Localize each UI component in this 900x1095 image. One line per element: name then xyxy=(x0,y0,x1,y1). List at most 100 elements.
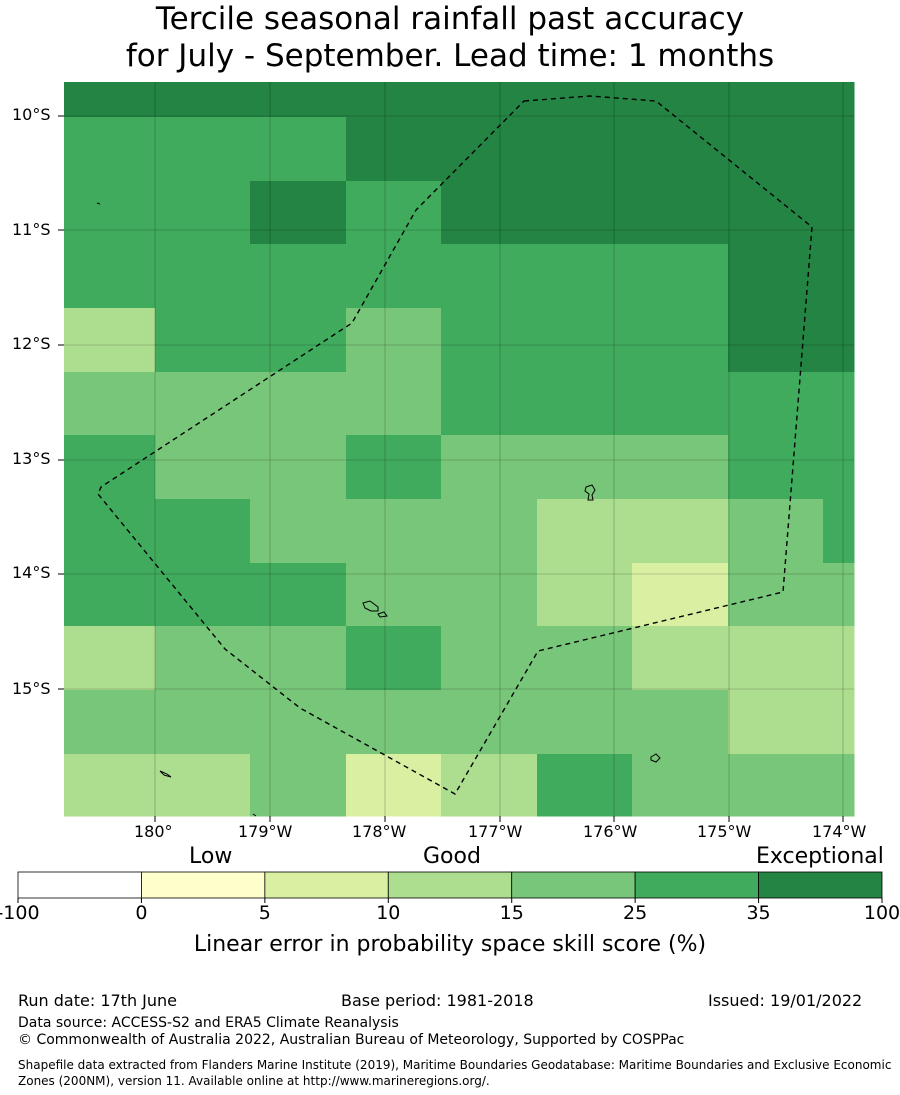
skill-cell xyxy=(537,690,633,755)
skill-cell xyxy=(155,754,251,817)
skill-cell xyxy=(441,372,538,436)
island-outline xyxy=(584,484,596,501)
skill-cell xyxy=(632,563,729,627)
colorbar-tick-label: 100 xyxy=(863,902,900,924)
island-outline xyxy=(252,813,257,817)
skill-cell xyxy=(250,563,347,627)
base-period: Base period: 1981-2018 xyxy=(341,991,534,1010)
skill-cell xyxy=(441,181,538,245)
map-gridlines xyxy=(64,82,854,816)
skill-cell xyxy=(64,372,156,436)
skill-cell xyxy=(823,244,855,309)
map-title-line1: Tercile seasonal rainfall past accuracy xyxy=(155,1,745,37)
skill-cell xyxy=(64,499,156,564)
skill-cell xyxy=(537,435,633,500)
skill-cell xyxy=(728,372,824,436)
skill-cell xyxy=(64,181,156,245)
skill-cell xyxy=(250,435,347,500)
skill-cell xyxy=(632,372,729,436)
colorbar-segment xyxy=(387,871,513,899)
colorbar-segment xyxy=(758,871,883,899)
skill-cell xyxy=(155,499,251,564)
skill-cell xyxy=(823,117,855,182)
skill-cell xyxy=(441,499,538,564)
skill-cell xyxy=(632,244,729,309)
colorbar-label-low: Low xyxy=(189,844,233,869)
skill-cell xyxy=(64,626,156,691)
skill-cell xyxy=(346,181,442,245)
skill-cell xyxy=(250,82,347,118)
skill-cell xyxy=(250,117,347,182)
skill-cell xyxy=(346,372,442,436)
skill-cell xyxy=(823,308,855,373)
skill-cell xyxy=(441,754,538,817)
lon-label: 175°W xyxy=(697,822,752,841)
lat-label: 15°S xyxy=(12,679,51,698)
skill-grid-cells xyxy=(64,82,855,817)
skill-cell xyxy=(823,563,855,627)
colorbar-tick-label: 10 xyxy=(376,902,401,924)
skill-cell xyxy=(346,626,442,691)
latitude-ticks xyxy=(58,115,64,690)
colorbar-tick-label: 25 xyxy=(623,902,648,924)
skill-cell xyxy=(346,563,442,627)
skill-cell xyxy=(441,435,538,500)
copyright: © Commonwealth of Australia 2022, Austra… xyxy=(18,1032,685,1048)
map-title-line2: for July - September. Lead time: 1 month… xyxy=(125,38,775,74)
colorbar-label-exceptional: Exceptional xyxy=(756,844,884,869)
skill-cell xyxy=(155,117,251,182)
skill-cell xyxy=(441,244,538,309)
skill-cell xyxy=(346,754,442,817)
skill-map xyxy=(58,82,855,822)
skill-cell xyxy=(632,754,729,817)
skill-cell xyxy=(823,181,855,245)
skill-cell xyxy=(250,308,347,373)
skill-cell xyxy=(632,435,729,500)
run-date: Run date: 17th June xyxy=(18,991,178,1010)
skill-cell xyxy=(155,308,251,373)
skill-cell xyxy=(155,563,251,627)
skill-cell xyxy=(250,626,347,691)
skill-cell xyxy=(537,372,633,436)
colorbar xyxy=(17,871,883,903)
skill-cell xyxy=(537,626,633,691)
lon-label: 177°W xyxy=(468,822,523,841)
skill-cell xyxy=(346,82,442,118)
skill-cell xyxy=(632,117,729,182)
skill-cell xyxy=(728,626,824,691)
skill-cell xyxy=(537,499,633,564)
lon-label: 178°W xyxy=(352,822,407,841)
skill-cell xyxy=(441,82,538,118)
issued-date: Issued: 19/01/2022 xyxy=(708,991,863,1010)
skill-cell xyxy=(441,690,538,755)
skill-cell xyxy=(155,372,251,436)
skill-cell xyxy=(728,690,824,755)
skill-cell xyxy=(537,181,633,245)
skill-cell xyxy=(728,308,824,373)
lon-label: 180° xyxy=(134,822,173,841)
skill-cell xyxy=(346,244,442,309)
skill-cell xyxy=(728,435,824,500)
skill-cell xyxy=(632,82,729,118)
skill-cell xyxy=(64,117,156,182)
island-outline xyxy=(159,770,172,778)
colorbar-segment xyxy=(17,871,142,899)
skill-cell xyxy=(537,117,633,182)
skill-cell xyxy=(632,626,729,691)
colorbar-tick-label: 5 xyxy=(258,902,271,924)
skill-cell xyxy=(537,563,633,627)
skill-cell xyxy=(346,117,442,182)
skill-cell xyxy=(250,499,347,564)
skill-cell xyxy=(823,372,855,436)
colorbar-segment xyxy=(511,871,636,899)
eez-boundary xyxy=(97,95,813,795)
colorbar-segment xyxy=(264,871,389,899)
skill-cell xyxy=(346,435,442,500)
skill-cell xyxy=(346,499,442,564)
skill-cell xyxy=(823,754,855,817)
skill-cell xyxy=(632,690,729,755)
lat-label: 10°S xyxy=(12,105,51,124)
skill-cell xyxy=(155,82,251,118)
skill-cell xyxy=(64,308,156,373)
colorbar-label-good: Good xyxy=(423,844,481,869)
